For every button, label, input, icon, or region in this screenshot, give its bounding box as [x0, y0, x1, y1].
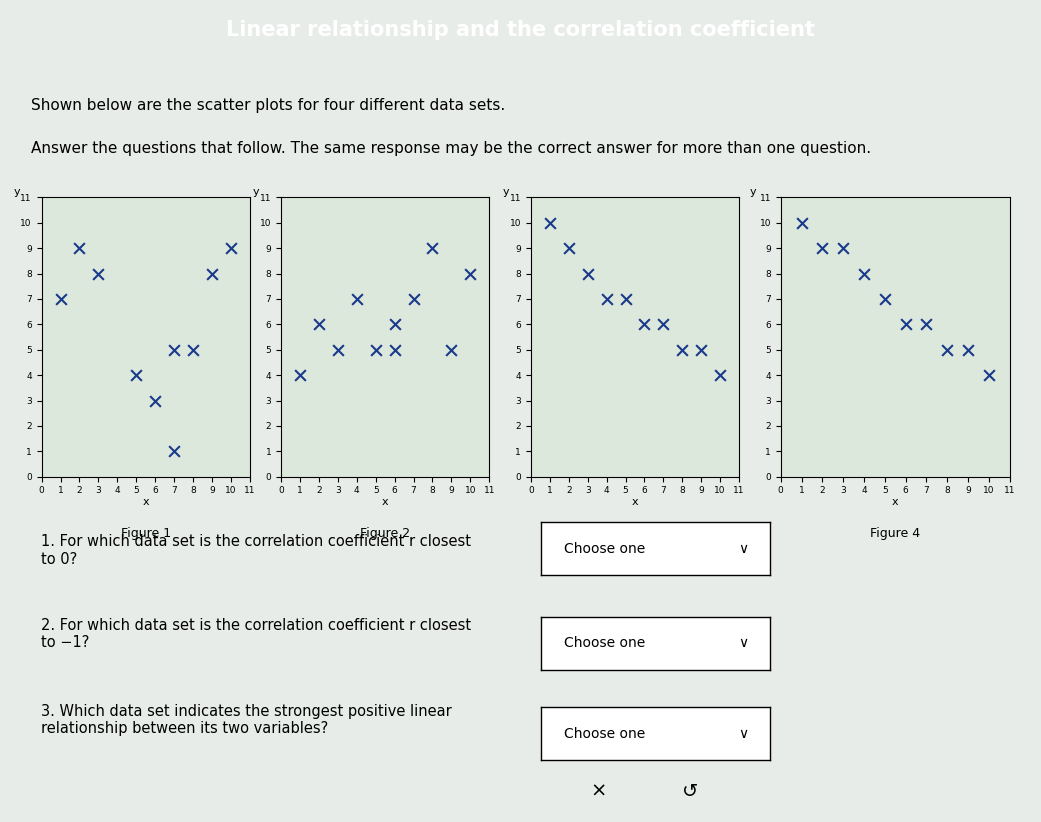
Text: ×: ×	[590, 782, 607, 801]
Text: Figure 1: Figure 1	[121, 527, 171, 540]
Point	[91, 267, 107, 280]
Point	[223, 242, 239, 255]
Point	[462, 267, 479, 280]
X-axis label: x: x	[143, 496, 149, 507]
Point	[655, 318, 671, 331]
Point	[960, 343, 976, 356]
Point	[52, 293, 69, 306]
Text: ↺: ↺	[682, 782, 699, 801]
Point	[386, 318, 403, 331]
Point	[636, 318, 653, 331]
Point	[443, 343, 460, 356]
Point	[330, 343, 347, 356]
Point	[981, 368, 997, 381]
Point	[166, 343, 182, 356]
Point	[918, 318, 935, 331]
Point	[793, 216, 810, 229]
Point	[367, 343, 384, 356]
Text: Figure 4: Figure 4	[870, 527, 920, 540]
Point	[560, 242, 577, 255]
X-axis label: x: x	[382, 496, 388, 507]
Point	[71, 242, 87, 255]
Point	[128, 368, 145, 381]
Text: Figure 2: Figure 2	[360, 527, 410, 540]
Y-axis label: y: y	[14, 187, 20, 197]
Point	[693, 343, 710, 356]
Point	[349, 293, 365, 306]
Point	[147, 394, 163, 407]
Point	[166, 445, 182, 458]
Text: Figure 3: Figure 3	[610, 527, 660, 540]
Text: Choose one: Choose one	[564, 636, 645, 650]
Text: ∨: ∨	[738, 542, 747, 556]
Y-axis label: y: y	[750, 187, 757, 197]
Point	[424, 242, 440, 255]
Text: Linear relationship and the correlation coefficient: Linear relationship and the correlation …	[226, 20, 815, 39]
Point	[580, 267, 596, 280]
Point	[877, 293, 893, 306]
Text: Choose one: Choose one	[564, 727, 645, 741]
Text: 3. Which data set indicates the strongest positive linear
relationship between i: 3. Which data set indicates the stronges…	[41, 704, 452, 737]
Text: 1. For which data set is the correlation coefficient r closest
to 0?: 1. For which data set is the correlation…	[41, 534, 471, 566]
Text: 2. For which data set is the correlation coefficient r closest
to −1?: 2. For which data set is the correlation…	[41, 618, 471, 650]
Y-axis label: y: y	[253, 187, 259, 197]
Text: Shown below are the scatter plots for four different data sets.: Shown below are the scatter plots for fo…	[31, 98, 506, 113]
Point	[599, 293, 615, 306]
Point	[386, 343, 403, 356]
X-axis label: x: x	[892, 496, 898, 507]
Point	[291, 368, 308, 381]
Point	[617, 293, 634, 306]
Text: Answer the questions that follow. The same response may be the correct answer fo: Answer the questions that follow. The sa…	[31, 141, 871, 155]
Text: ∨: ∨	[738, 727, 747, 741]
Point	[405, 293, 422, 306]
Point	[712, 368, 729, 381]
Text: ∨: ∨	[738, 636, 747, 650]
Y-axis label: y: y	[503, 187, 509, 197]
Point	[856, 267, 872, 280]
Point	[897, 318, 914, 331]
Point	[835, 242, 852, 255]
X-axis label: x: x	[632, 496, 638, 507]
Point	[674, 343, 690, 356]
Point	[939, 343, 956, 356]
Text: Choose one: Choose one	[564, 542, 645, 556]
Point	[814, 242, 831, 255]
Point	[184, 343, 201, 356]
Point	[204, 267, 221, 280]
Point	[310, 318, 327, 331]
Point	[541, 216, 558, 229]
